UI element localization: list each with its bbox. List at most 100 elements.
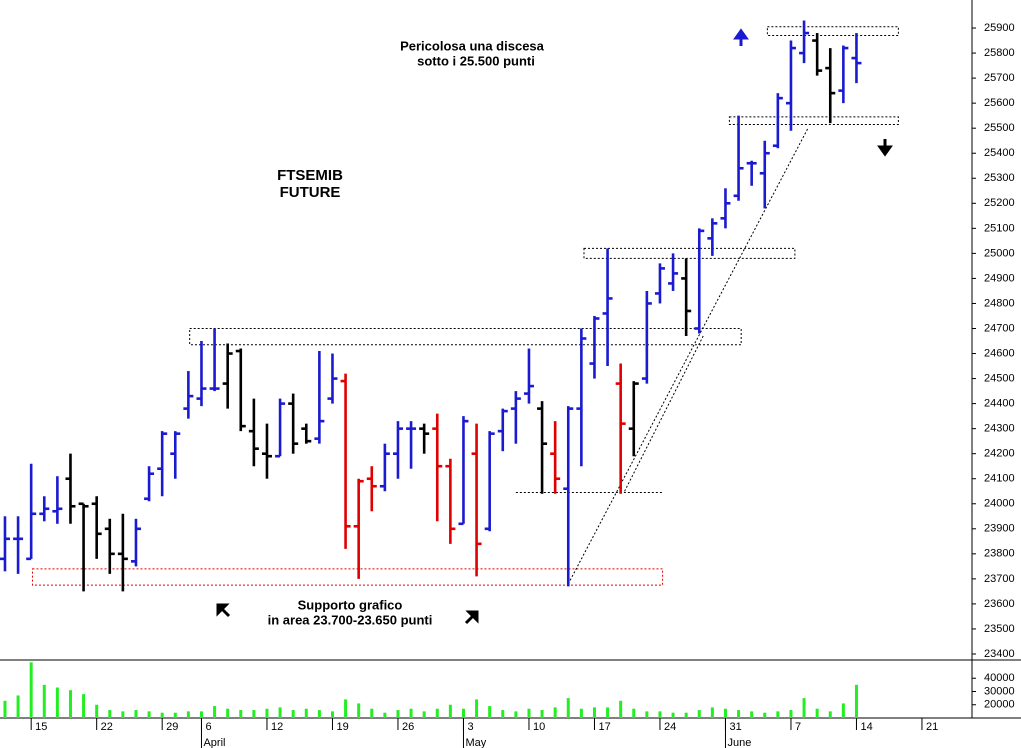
volume-bar xyxy=(42,684,46,718)
volume-bar xyxy=(29,662,33,718)
y-tick-label: 24800 xyxy=(984,297,1015,309)
volume-bar xyxy=(592,707,596,718)
volume-bar xyxy=(789,710,793,718)
y-tick-label: 23400 xyxy=(984,648,1015,660)
arrow-down xyxy=(877,139,893,157)
volume-bar xyxy=(475,699,479,718)
arrow-nw xyxy=(216,603,231,618)
month-label: June xyxy=(727,737,751,748)
volume-bar xyxy=(239,710,243,718)
annotation: Supporto grafico xyxy=(298,597,403,612)
y-tick-label: 23900 xyxy=(984,523,1015,535)
x-tick-label: 21 xyxy=(926,721,938,733)
volume-bar xyxy=(291,710,295,718)
volume-bar xyxy=(540,710,544,718)
annotation: Pericolosa una discesa xyxy=(400,38,545,53)
volume-bar xyxy=(16,695,20,718)
volume-bar xyxy=(121,711,125,718)
volume-bar xyxy=(645,711,649,718)
x-tick-label: 7 xyxy=(795,721,801,733)
y-tick-label: 23800 xyxy=(984,548,1015,560)
price-zone xyxy=(583,247,796,259)
y-tick-label: 24200 xyxy=(984,448,1015,460)
y-tick-label: 40000 xyxy=(984,672,1015,684)
volume-bar xyxy=(82,694,86,718)
y-tick-label: 24300 xyxy=(984,423,1015,435)
x-tick-label: 22 xyxy=(101,721,113,733)
volume-bar xyxy=(514,711,518,718)
y-tick-label: 25200 xyxy=(984,197,1015,209)
volume-bar xyxy=(671,712,675,718)
volume-bar xyxy=(409,708,413,718)
volume-bar xyxy=(396,710,400,718)
volume-bar xyxy=(448,704,452,718)
volume-bar xyxy=(213,706,217,718)
volume-bar xyxy=(317,710,321,718)
y-tick-label: 24700 xyxy=(984,322,1015,334)
volume-bar xyxy=(199,711,203,718)
volume-bar xyxy=(606,707,610,718)
volume-bar xyxy=(815,708,819,718)
y-tick-label: 23500 xyxy=(984,623,1015,635)
volume-bar xyxy=(108,710,112,718)
price-zone xyxy=(31,568,664,586)
volume-bar xyxy=(566,698,570,718)
volume-bar xyxy=(330,711,334,718)
volume-bar xyxy=(527,708,531,718)
y-tick-label: 24600 xyxy=(984,347,1015,359)
arrow-up xyxy=(733,28,749,46)
volume-bar xyxy=(3,700,7,718)
volume-bar xyxy=(579,708,583,718)
x-tick-label: 31 xyxy=(729,721,741,733)
y-tick-label: 25900 xyxy=(984,22,1015,34)
y-tick-label: 20000 xyxy=(984,699,1015,711)
x-tick-label: 10 xyxy=(533,721,545,733)
annotation: in area 23.700-23.650 punti xyxy=(268,612,433,627)
volume-bar xyxy=(95,704,99,718)
volume-bar xyxy=(501,710,505,718)
volume-bar xyxy=(422,711,426,718)
x-tick-label: 17 xyxy=(598,721,610,733)
y-tick-label: 24400 xyxy=(984,398,1015,410)
volume-bar xyxy=(370,708,374,718)
volume-bar xyxy=(186,711,190,718)
trendline xyxy=(567,127,809,585)
volume-bar xyxy=(658,711,662,718)
y-tick-label: 30000 xyxy=(984,685,1015,697)
y-tick-label: 23700 xyxy=(984,573,1015,585)
volume-bar xyxy=(265,708,269,718)
volume-bar xyxy=(160,712,164,718)
volume-bar xyxy=(304,708,308,718)
volume-bar xyxy=(435,708,439,718)
volume-bar xyxy=(632,708,636,718)
annotation: sotto i 25.500 punti xyxy=(417,53,535,68)
volume-bar xyxy=(684,712,688,718)
month-label: May xyxy=(465,737,486,748)
arrow-ne xyxy=(464,610,479,625)
y-tick-label: 25400 xyxy=(984,147,1015,159)
volume-bar xyxy=(828,711,832,718)
volume-bar xyxy=(723,708,727,718)
volume-bar xyxy=(147,711,151,718)
volume-bar xyxy=(68,690,72,718)
price-zone xyxy=(766,26,899,37)
x-tick-label: 3 xyxy=(467,721,473,733)
volume-bar xyxy=(697,710,701,718)
y-tick-label: 24500 xyxy=(984,372,1015,384)
x-tick-label: 26 xyxy=(402,721,414,733)
volume-bar xyxy=(750,711,754,718)
month-label: April xyxy=(203,737,225,748)
volume-bar xyxy=(763,712,767,718)
y-tick-label: 24900 xyxy=(984,272,1015,284)
volume-bar xyxy=(252,710,256,718)
x-tick-label: 24 xyxy=(664,721,676,733)
volume-bar xyxy=(737,710,741,718)
price-zone xyxy=(728,116,899,125)
volume-bar xyxy=(619,700,623,718)
volume-bar xyxy=(802,698,806,718)
volume-bar xyxy=(278,707,282,718)
volume-bar xyxy=(226,708,230,718)
volume-bar xyxy=(710,707,714,718)
x-tick-label: 14 xyxy=(860,721,872,733)
